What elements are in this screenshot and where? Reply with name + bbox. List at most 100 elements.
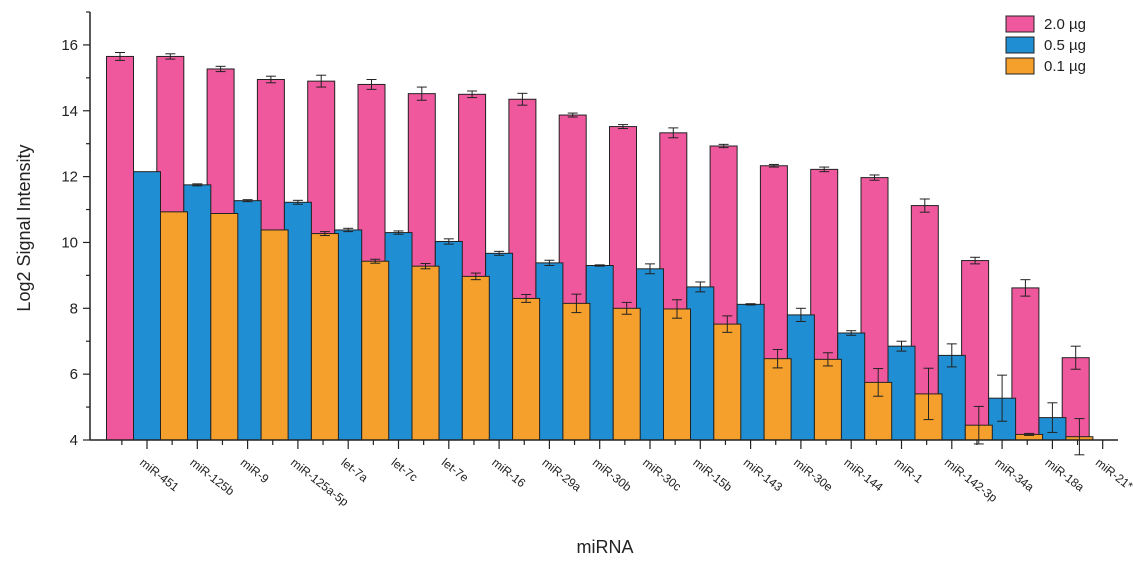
- error-bar: [316, 74, 327, 88]
- bar-miR-9-series-1: [233, 200, 262, 441]
- error-bar: [718, 143, 729, 149]
- bars: [106, 51, 1094, 456]
- error-bar: [919, 198, 930, 213]
- error-bar: [1070, 345, 1081, 370]
- bar-miR-30e-series-2: [813, 358, 842, 441]
- error-bar: [165, 53, 176, 60]
- error-bar: [1024, 432, 1035, 436]
- error-bar: [571, 293, 582, 314]
- error-bar: [695, 281, 706, 293]
- x-tick-label: miR-21*: [1093, 455, 1133, 493]
- error-bar: [772, 348, 783, 369]
- x-axis-title: miRNA: [577, 537, 634, 557]
- legend-swatch: [1005, 57, 1035, 75]
- legend: 2.0 µg 0.5 µg 0.1 µg: [1005, 15, 1086, 75]
- x-tick-label: miR-34a: [992, 455, 1037, 494]
- error-bar: [869, 174, 880, 181]
- x-tick-label: miR-16: [489, 455, 528, 490]
- error-bar: [668, 127, 679, 139]
- legend-label: 0.5 µg: [1044, 37, 1086, 54]
- x-tick-label: miR-451: [137, 455, 182, 494]
- x-tick-label: miR-143: [741, 455, 786, 494]
- x-tick-label: miR-30c: [640, 455, 684, 494]
- bar-miR-9-series-2: [260, 229, 289, 441]
- error-bar: [521, 293, 532, 303]
- error-bar: [594, 264, 605, 267]
- error-bar: [567, 112, 578, 118]
- bar-miR-125a-5p-series-2: [310, 233, 339, 441]
- error-bar: [494, 250, 505, 256]
- error-bar: [420, 263, 431, 270]
- bar-miR-15b-series-2: [713, 323, 742, 441]
- error-bar: [896, 340, 907, 352]
- bar-miR-34a-series-0: [961, 260, 990, 441]
- bar-miR-30c-series-1: [636, 268, 664, 441]
- bar-miR-16-series-2: [512, 297, 541, 441]
- bar-miR-1-series-1: [887, 345, 916, 441]
- error-bar: [1020, 279, 1031, 297]
- x-tick-label: miR-144: [841, 455, 886, 494]
- y-tick-label: 14: [61, 103, 78, 120]
- bar-miR-15b-series-1: [686, 286, 715, 441]
- error-bar: [467, 90, 478, 99]
- bar-miR-30c-series-2: [663, 308, 691, 441]
- x-tick-label: miR-30e: [791, 455, 836, 494]
- bar-miR-451-series-2: [160, 211, 188, 441]
- x-tick-label: miR-29a: [540, 455, 585, 494]
- bar-miR-451-series-1: [133, 171, 161, 441]
- bar-miR-21*-series-0: [1061, 357, 1090, 441]
- legend-swatch: [1005, 15, 1035, 33]
- bar-miR-30b-series-2: [612, 307, 641, 441]
- error-bar: [443, 238, 454, 245]
- error-bar: [997, 374, 1008, 422]
- x-tick-label: miR-15b: [690, 455, 735, 494]
- bar-let-7e-series-2: [461, 275, 490, 441]
- bar-let-7c-series-2: [411, 265, 440, 441]
- legend-swatch: [1005, 36, 1035, 54]
- error-bar: [970, 256, 981, 265]
- bar-miR-29a-series-2: [562, 302, 591, 441]
- error-bar: [973, 405, 984, 445]
- error-bar: [370, 258, 381, 264]
- error-bar: [416, 86, 427, 101]
- error-bar: [672, 299, 682, 319]
- error-bar: [621, 301, 632, 315]
- error-bar: [645, 263, 655, 275]
- error-bar: [265, 75, 276, 84]
- error-bar: [343, 227, 354, 233]
- error-bar: [745, 303, 756, 306]
- y-tick-label: 10: [61, 234, 78, 251]
- error-bar: [1074, 418, 1085, 456]
- error-bar: [215, 65, 226, 73]
- y-tick-label: 6: [70, 366, 78, 383]
- x-tick-label: miR-30b: [590, 455, 635, 494]
- error-bar: [618, 124, 628, 130]
- y-tick-label: 8: [70, 300, 78, 317]
- x-tick-label: miR-9: [238, 455, 272, 486]
- y-axis-title: Log2 Signal Intensity: [14, 144, 34, 311]
- bar-let-7a-series-2: [361, 260, 390, 441]
- error-bar: [819, 166, 830, 173]
- x-tick-label: let-7e: [439, 455, 472, 485]
- x-tick-label: miR-18a: [1043, 455, 1088, 494]
- error-bar: [192, 183, 203, 187]
- error-bar: [873, 368, 884, 397]
- error-bar: [795, 307, 806, 322]
- y-tick-label: 16: [61, 37, 78, 54]
- y-tick-label: 4: [70, 432, 78, 449]
- error-bar: [923, 367, 934, 421]
- error-bar: [292, 199, 303, 205]
- error-bar: [470, 272, 481, 281]
- x-tick-label: miR-125b: [187, 455, 237, 498]
- error-bar: [1047, 402, 1058, 433]
- bar-miR-451-series-0: [106, 55, 134, 441]
- error-bar: [768, 163, 779, 168]
- error-bar: [517, 92, 528, 106]
- x-tick-label: let-7c: [389, 455, 421, 484]
- bar-miR-125b-series-2: [210, 212, 239, 441]
- error-bar: [544, 259, 555, 267]
- error-bar: [115, 51, 125, 61]
- error-bar: [319, 231, 330, 237]
- error-bar: [366, 78, 377, 90]
